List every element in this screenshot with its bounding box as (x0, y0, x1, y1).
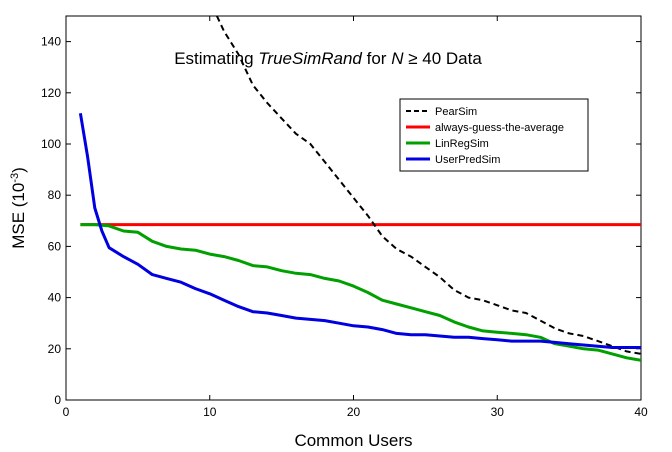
legend-label: always-guess-the-average (435, 122, 564, 134)
series-line-pearsim (215, 16, 641, 355)
legend-box (399, 98, 589, 172)
y-tick-label: 120 (41, 86, 61, 100)
chart-legend: PearSim always-guess-the-average LinRegSim… (399, 98, 589, 172)
series-line-userpredsim (78, 113, 641, 349)
y-tick-label: 60 (48, 239, 62, 253)
y-tick-label: 40 (48, 291, 62, 305)
x-tick-label: 10 (203, 405, 217, 419)
y-tick-label: 0 (54, 393, 61, 407)
x-axis-title: Common Users (294, 431, 412, 450)
x-tick-label: 40 (634, 405, 648, 419)
series-line-linregsim (80, 223, 641, 362)
x-tick-label: 30 (491, 405, 505, 419)
y-tick-label: 80 (48, 188, 62, 202)
x-tick-label: 0 (63, 405, 70, 419)
chart-title: Estimating TrueSimRand for N ≥ 40 Data (174, 49, 482, 68)
y-tick-label: 100 (41, 137, 61, 151)
legend-label: LinRegSim (435, 138, 489, 150)
legend-label: PearSim (435, 106, 477, 118)
y-tick-label: 20 (48, 342, 62, 356)
x-tick-label: 20 (347, 405, 361, 419)
legend-label: UserPredSim (435, 154, 500, 166)
y-axis-title: MSE (10-3) (9, 167, 28, 249)
y-tick-label: 140 (41, 35, 61, 49)
